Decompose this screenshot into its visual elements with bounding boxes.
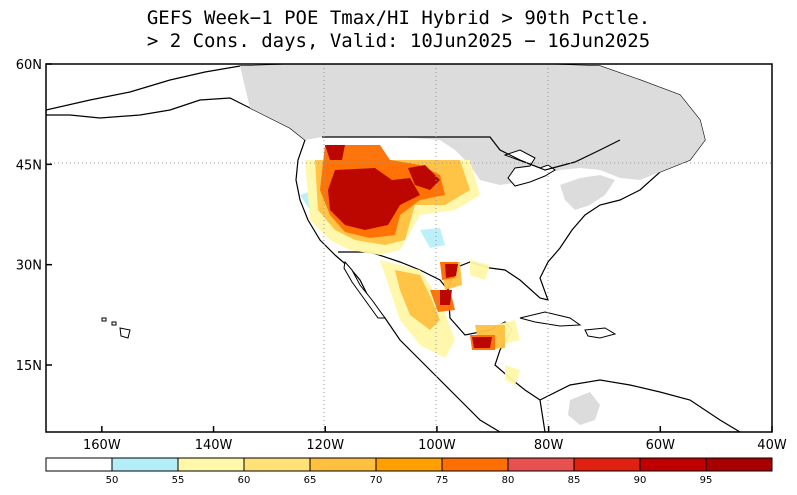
longitude-axis: 160W 140W 120W 100W 80W 60W 40W [83, 426, 787, 453]
lat-label: 15N [16, 359, 42, 374]
lon-label: 140W [195, 438, 233, 453]
colorbar-swatch [639, 457, 707, 472]
colorbar-label: 60 [238, 475, 251, 486]
lon-label: 80W [534, 438, 564, 453]
colorbar-label: 50 [106, 475, 119, 486]
hispaniola-island [584, 327, 617, 339]
colorbar-swatch [309, 457, 377, 472]
us-canada-border [322, 136, 621, 171]
colorbar-swatch [111, 457, 179, 472]
colorbar-swatch [441, 457, 509, 472]
prob-90-plus-area [325, 145, 492, 348]
colorbar-swatch [243, 457, 311, 472]
colorbar-label: 65 [304, 475, 317, 486]
south-america-no-data [568, 392, 600, 425]
colorbar-swatch [177, 457, 245, 472]
canada-east-no-data [560, 175, 615, 210]
lon-label: 120W [306, 438, 344, 453]
lat-label: 45N [16, 158, 42, 173]
colorbar-swatch [705, 457, 773, 472]
colorbar-swatch [507, 457, 575, 472]
colorbar-swatch [375, 457, 443, 472]
baja-california [343, 260, 386, 319]
colorbar-swatch [45, 457, 113, 472]
title-line-2: > 2 Cons. days, Valid: 10Jun2025 − 16Jun… [146, 30, 651, 52]
map-frame [45, 63, 773, 433]
lon-label: 60W [646, 438, 676, 453]
hawaii-islands [101, 317, 131, 339]
lon-label: 40W [757, 438, 787, 453]
colorbar-label: 70 [370, 475, 383, 486]
latitude-axis: 60N 45N 30N 15N [16, 58, 52, 374]
colorbar-label: 90 [634, 475, 647, 486]
title-line-1: GEFS Week−1 POE Tmax/HI Hybrid > 90th Pc… [146, 7, 651, 29]
lat-label: 30N [16, 259, 42, 274]
colorbar-label: 80 [502, 475, 515, 486]
graticule [46, 64, 772, 432]
colorbar-label: 55 [172, 475, 185, 486]
lat-label: 60N [16, 58, 42, 73]
lon-label: 100W [418, 438, 456, 453]
colorbar: 50 55 60 65 70 75 80 85 90 95 [45, 457, 773, 486]
colorbar-label: 85 [568, 475, 581, 486]
colorbar-label: 75 [436, 475, 449, 486]
cuba-island [519, 311, 582, 327]
colorbar-label: 95 [700, 475, 713, 486]
lon-label: 160W [83, 438, 121, 453]
colorbar-swatch [573, 457, 641, 472]
